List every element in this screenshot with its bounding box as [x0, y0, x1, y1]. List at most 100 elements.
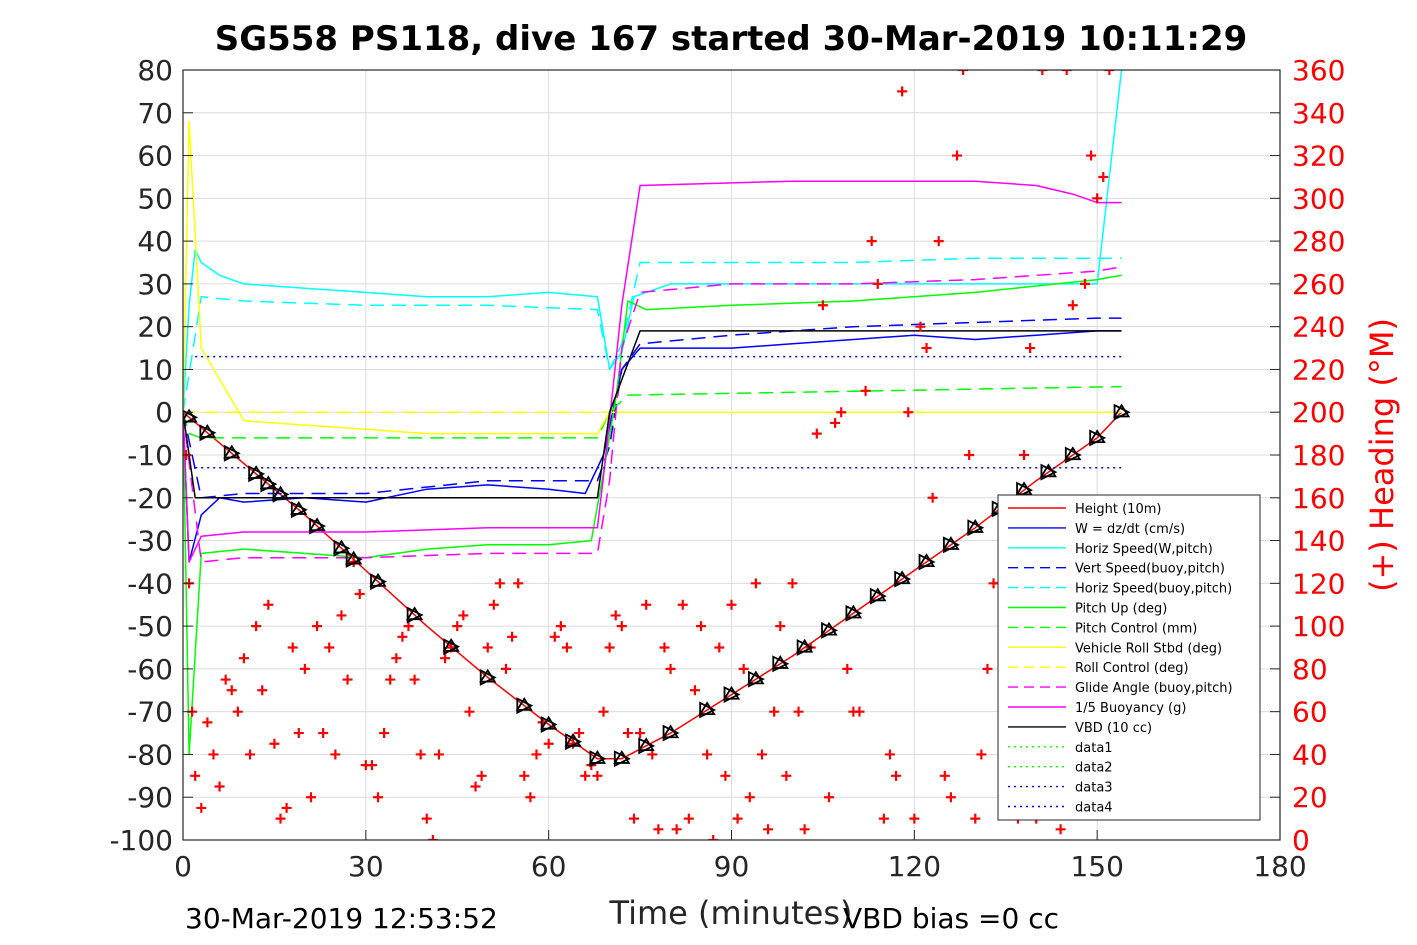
- heading-point: [403, 621, 414, 632]
- heading-point: [196, 802, 207, 813]
- heading-point: [610, 610, 621, 621]
- heading-point: [245, 749, 256, 760]
- series-line-4: [183, 257, 1122, 413]
- heading-point: [330, 749, 341, 760]
- y-right-tick-label: 160: [1292, 482, 1345, 515]
- y-right-tick-label: 80: [1292, 653, 1328, 686]
- heading-point: [951, 150, 962, 161]
- x-tick-label: 180: [1253, 850, 1306, 883]
- y-tick-label: -90: [127, 781, 173, 814]
- heading-point: [933, 236, 944, 247]
- heading-point: [811, 428, 822, 439]
- legend-label: Vehicle Roll Stbd (deg): [1075, 641, 1222, 656]
- height-markers-layer: [183, 403, 1131, 768]
- height-marker-alt: [442, 637, 460, 652]
- heading-point: [525, 792, 536, 803]
- legend-label: Roll Control (deg): [1075, 661, 1189, 676]
- heading-point: [683, 813, 694, 824]
- heading-point: [866, 236, 877, 247]
- heading-point: [220, 674, 231, 685]
- legend-label: data4: [1075, 801, 1113, 816]
- heading-point: [1092, 193, 1103, 204]
- height-marker-alt: [223, 444, 241, 459]
- heading-point: [964, 450, 975, 460]
- y-right-tick-labels: 3603403203002802602402202001801601401201…: [1292, 54, 1345, 857]
- heading-point: [202, 717, 213, 728]
- heading-point: [385, 674, 396, 685]
- heading-point: [884, 749, 895, 760]
- heading-point: [458, 610, 469, 621]
- heading-point: [891, 770, 902, 781]
- height-marker-alt: [198, 424, 217, 438]
- y-tick-label: -100: [109, 824, 173, 857]
- heading-point: [1086, 150, 1097, 161]
- height-marker-alt: [747, 670, 765, 685]
- heading-point: [677, 599, 688, 610]
- heading-point: [921, 343, 932, 354]
- height-marker-alt: [1015, 481, 1033, 496]
- x-tick-label: 90: [714, 850, 750, 883]
- heading-point: [232, 706, 243, 717]
- heading-point: [1104, 70, 1115, 75]
- heading-point: [531, 749, 542, 760]
- heading-point: [598, 706, 609, 717]
- heading-point: [507, 631, 518, 642]
- y-tick-label: -10: [127, 439, 173, 472]
- heading-point: [763, 824, 774, 835]
- heading-point: [513, 578, 524, 589]
- y-right-tick-label: 40: [1292, 738, 1328, 771]
- heading-point: [628, 813, 639, 824]
- series-line-11: [183, 330, 1122, 499]
- heading-point: [427, 835, 438, 840]
- heading-point: [909, 813, 920, 824]
- y-right-tick-label: 120: [1292, 567, 1345, 600]
- height-marker-alt: [1088, 429, 1106, 443]
- heading-point: [561, 642, 572, 653]
- y-tick-label: -60: [127, 653, 173, 686]
- series-line-6: [183, 385, 1122, 439]
- heading-point: [616, 621, 627, 632]
- legend-label: data1: [1075, 741, 1113, 756]
- legend-label: Pitch Control (mm): [1075, 621, 1197, 636]
- y-right-tick-label: 180: [1292, 439, 1345, 472]
- heading-point: [939, 770, 950, 781]
- heading-point: [543, 738, 554, 749]
- y-right-tick-label: 20: [1292, 781, 1328, 814]
- heading-point: [208, 749, 219, 760]
- heading-point: [549, 631, 560, 642]
- heading-point: [744, 792, 755, 803]
- y-right-tick-label: 320: [1292, 140, 1345, 173]
- heading-point: [824, 792, 835, 803]
- heading-point: [830, 417, 841, 428]
- heading-point: [635, 728, 646, 739]
- height-marker-alt: [820, 621, 838, 636]
- height-marker-alt: [479, 668, 497, 683]
- series-line-9: [183, 266, 1122, 563]
- height-marker-alt: [345, 550, 363, 565]
- y-tick-label: 30: [137, 268, 173, 301]
- heading-point: [214, 781, 225, 792]
- y-tick-label: 20: [137, 311, 173, 344]
- heading-point: [251, 621, 262, 632]
- heading-point: [1055, 824, 1066, 835]
- height-marker-alt: [183, 408, 198, 423]
- heading-point: [781, 770, 792, 781]
- y-tick-label: -20: [127, 482, 173, 515]
- legend: Height (10m) W = dz/dt (cm/s) Horiz Speed(…: [997, 494, 1261, 821]
- heading-point: [287, 642, 298, 653]
- height-marker-alt: [942, 536, 960, 550]
- heading-point: [842, 663, 853, 674]
- height-marker-alt: [259, 475, 277, 490]
- heading-point: [775, 621, 786, 632]
- legend-label: Horiz Speed(W,pitch): [1075, 542, 1213, 557]
- height-marker-alt: [966, 519, 984, 533]
- y-right-tick-label: 240: [1292, 311, 1345, 344]
- height-marker-alt: [1064, 446, 1082, 461]
- heading-point: [927, 492, 938, 503]
- y-tick-label: 10: [137, 353, 173, 386]
- heading-point: [872, 278, 883, 289]
- heading-point: [1025, 343, 1036, 354]
- heading-point: [647, 749, 658, 760]
